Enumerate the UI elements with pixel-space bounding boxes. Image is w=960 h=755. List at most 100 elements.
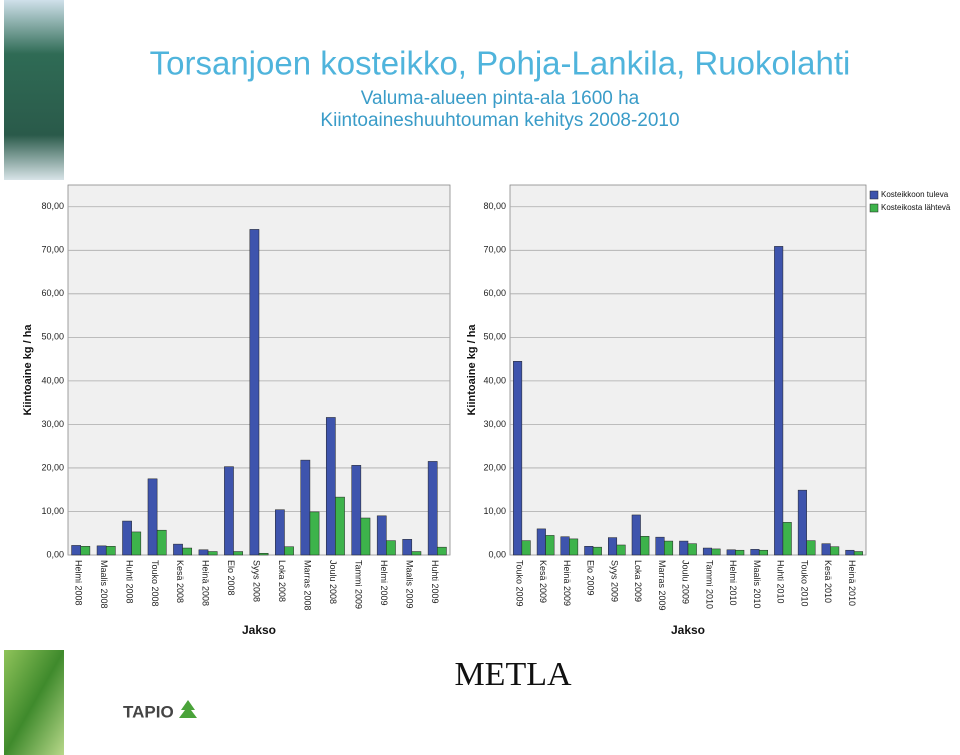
x-tick-label: Joulu 2008 (328, 560, 338, 604)
bar (830, 546, 840, 556)
photo-forest (4, 0, 64, 180)
y-tick-label: 0,00 (488, 549, 506, 559)
y-tick-label: 0,00 (46, 549, 64, 559)
bar (233, 551, 243, 556)
bar (608, 537, 618, 556)
x-tick-label: Loka 2009 (633, 560, 643, 602)
y-tick-label: 40,00 (483, 375, 506, 385)
x-tick-label: Heinä 2009 (562, 560, 572, 606)
x-axis-label: Jakso (671, 623, 705, 637)
bar (584, 546, 594, 556)
photo-leaves (4, 650, 64, 755)
bar (631, 514, 641, 556)
slide-subtitle: Valuma-alueen pinta-ala 1600 ha (361, 88, 640, 109)
slide-title: Torsanjoen kosteikko, Pohja-Lankila, Ruo… (150, 45, 851, 82)
bar (207, 551, 218, 556)
bar (782, 522, 792, 556)
x-tick-label: Joulu 2009 (681, 560, 691, 604)
x-tick-label: Huhti 2008 (124, 560, 134, 604)
bar (545, 535, 555, 556)
bar (726, 549, 736, 556)
bar (664, 540, 674, 556)
legend-swatch (869, 203, 879, 213)
y-tick-label: 30,00 (483, 419, 506, 429)
bar (679, 540, 689, 556)
x-tick-label: Heinä 2008 (201, 560, 211, 606)
bar (427, 461, 438, 556)
bar (513, 361, 523, 556)
x-tick-label: Kesä 2010 (823, 560, 833, 603)
bar (96, 545, 107, 556)
bar (284, 546, 294, 556)
legend-swatch (869, 190, 879, 200)
bar (821, 543, 831, 556)
bar (750, 549, 760, 556)
y-tick-label: 10,00 (483, 506, 506, 516)
x-tick-label: Maalis 2009 (404, 560, 414, 609)
bar (437, 546, 447, 556)
x-tick-label: Elo 2008 (226, 560, 236, 596)
x-axis-label: Jakso (242, 623, 276, 637)
bar (711, 548, 721, 556)
x-tick-label: Tammi 2010 (704, 560, 714, 609)
x-tick-label: Huhti 2009 (430, 560, 440, 604)
bar (411, 551, 422, 556)
bar (569, 538, 579, 556)
bar (560, 536, 570, 556)
y-axis-label: Kiintoaine kg / ha (22, 324, 34, 416)
bar (80, 546, 91, 556)
x-tick-label: Helmi 2008 (73, 560, 83, 606)
y-tick-label: 10,00 (41, 506, 64, 516)
plot-area (509, 184, 867, 556)
bar (758, 549, 768, 556)
bar (640, 536, 650, 556)
bar (592, 546, 602, 556)
x-tick-label: Syys 2009 (609, 560, 619, 602)
bar (376, 515, 387, 556)
y-tick-label: 30,00 (41, 419, 64, 429)
x-tick-label: Helmi 2010 (728, 560, 738, 606)
bar (122, 520, 132, 556)
x-tick-label: Loka 2008 (277, 560, 287, 602)
bar (156, 529, 167, 556)
bar (536, 528, 546, 556)
bar (351, 465, 362, 556)
x-tick-label: Maalis 2008 (99, 560, 109, 609)
x-tick-label: Elo 2009 (586, 560, 596, 596)
bar (616, 544, 626, 556)
bar (797, 489, 807, 556)
bar (147, 478, 158, 556)
bar (521, 540, 531, 556)
logo: TAPIO (123, 702, 174, 721)
x-tick-label: Touko 2009 (514, 560, 524, 607)
bar (702, 547, 712, 556)
logo-tree (179, 700, 197, 718)
y-tick-label: 60,00 (41, 288, 64, 298)
y-tick-label: 50,00 (41, 332, 64, 342)
bar (71, 545, 81, 556)
bar (735, 549, 745, 556)
bar (182, 547, 193, 556)
x-tick-label: Marras 2009 (657, 560, 667, 611)
x-tick-label: Touko 2008 (150, 560, 160, 607)
x-tick-label: Huhti 2010 (776, 560, 786, 604)
bar (300, 459, 311, 556)
bar (335, 496, 345, 556)
bar (687, 543, 697, 556)
y-tick-label: 80,00 (41, 201, 64, 211)
x-tick-label: Heinä 2010 (847, 560, 857, 606)
x-tick-label: Maalis 2010 (752, 560, 762, 609)
bar (275, 509, 285, 556)
bar (173, 543, 183, 556)
y-tick-label: 60,00 (483, 288, 506, 298)
bar (774, 246, 784, 556)
bar (131, 531, 142, 556)
x-tick-label: Syys 2008 (252, 560, 262, 602)
x-tick-label: Kesä 2009 (538, 560, 548, 603)
bar (806, 540, 816, 556)
y-axis-label: Kiintoaine kg / ha (466, 324, 478, 416)
legend-label: Kosteikkoon tuleva (881, 190, 949, 199)
bar (386, 540, 396, 556)
x-tick-label: Kesä 2008 (175, 560, 185, 603)
y-tick-label: 70,00 (41, 245, 64, 255)
